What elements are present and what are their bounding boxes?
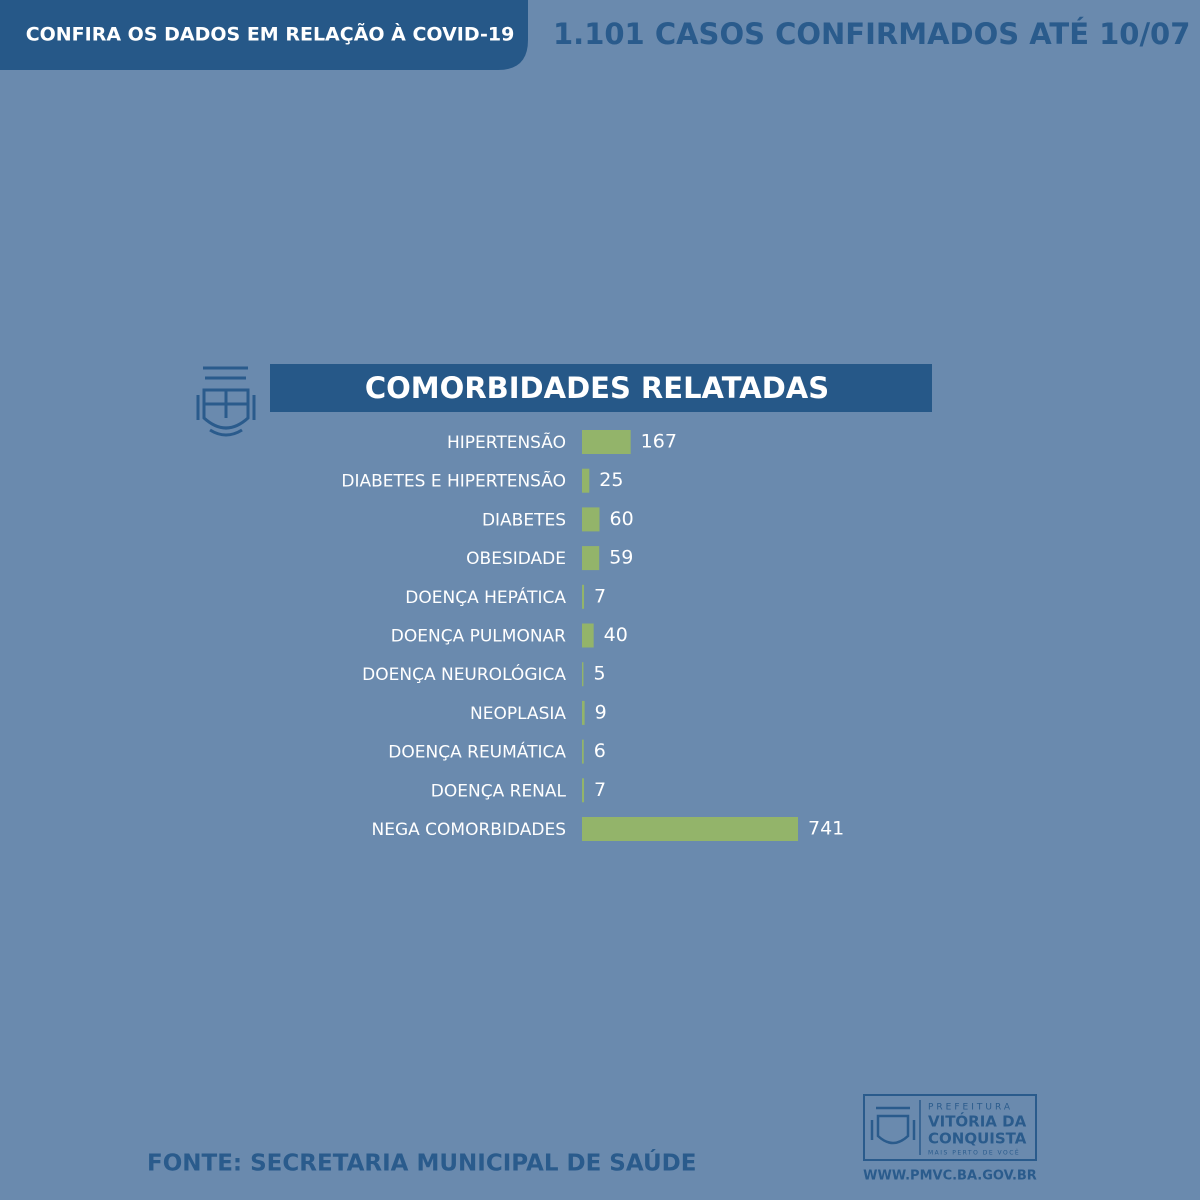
value-label: 25: [599, 469, 623, 491]
bar: [582, 778, 585, 803]
category-label: DOENÇA PULMONAR: [391, 627, 566, 647]
bar: [582, 546, 600, 571]
value-label: 6: [594, 740, 606, 762]
bar: [582, 507, 600, 532]
logo-line1: PREFEITURA: [928, 1103, 1013, 1113]
bar: [582, 662, 584, 687]
bar: [582, 468, 590, 493]
logo-box: [863, 1094, 1037, 1161]
category-label: NEGA COMORBIDADES: [372, 820, 567, 840]
logo-line2: VITÓRIA DA: [928, 1112, 1027, 1131]
category-label: DOENÇA NEUROLÓGICA: [362, 663, 566, 685]
bar: [582, 584, 585, 609]
value-label: 741: [808, 818, 844, 840]
category-label: DOENÇA HEPÁTICA: [405, 586, 566, 608]
logo-line3: CONQUISTA: [928, 1130, 1027, 1148]
category-label: HIPERTENSÃO: [447, 431, 566, 453]
value-label: 60: [609, 508, 633, 530]
source: FONTE: SECRETARIA MUNICIPAL DE SAÚDE: [147, 1149, 696, 1177]
headline: 1.101 CASOS CONFIRMADOS ATÉ 10/07: [553, 17, 1190, 51]
value-label: 7: [594, 585, 606, 607]
bar: [582, 700, 585, 725]
value-label: 7: [594, 779, 606, 801]
bar: [582, 430, 631, 454]
header-badge: [0, 0, 528, 70]
bar: [582, 739, 584, 764]
logo-slogan: MAIS PERTO DE VOCÊ: [928, 1149, 1020, 1157]
value-label: 40: [604, 624, 628, 646]
logo-crest: [870, 1106, 916, 1145]
chart-title: COMORBIDADES RELATADAS: [365, 371, 829, 405]
value-label: 59: [609, 547, 633, 569]
value-label: 9: [595, 701, 607, 723]
logo-url: WWW.PMVC.BA.GOV.BR: [863, 1169, 1037, 1184]
chart-title-bar: [270, 364, 932, 412]
bar: [582, 817, 798, 841]
category-label: DIABETES E HIPERTENSÃO: [341, 470, 566, 492]
value-label: 5: [593, 663, 605, 685]
category-label: DOENÇA RENAL: [431, 781, 567, 801]
value-label: 167: [641, 431, 677, 453]
header-badge-text: CONFIRA OS DADOS EM RELAÇÃO À COVID-19: [26, 22, 515, 46]
category-label: OBESIDADE: [466, 549, 566, 569]
bar: [582, 623, 594, 648]
category-label: DOENÇA REUMÁTICA: [388, 741, 566, 763]
crest: [196, 366, 256, 437]
category-label: DIABETES: [482, 510, 566, 530]
category-label: NEOPLASIA: [470, 704, 566, 724]
